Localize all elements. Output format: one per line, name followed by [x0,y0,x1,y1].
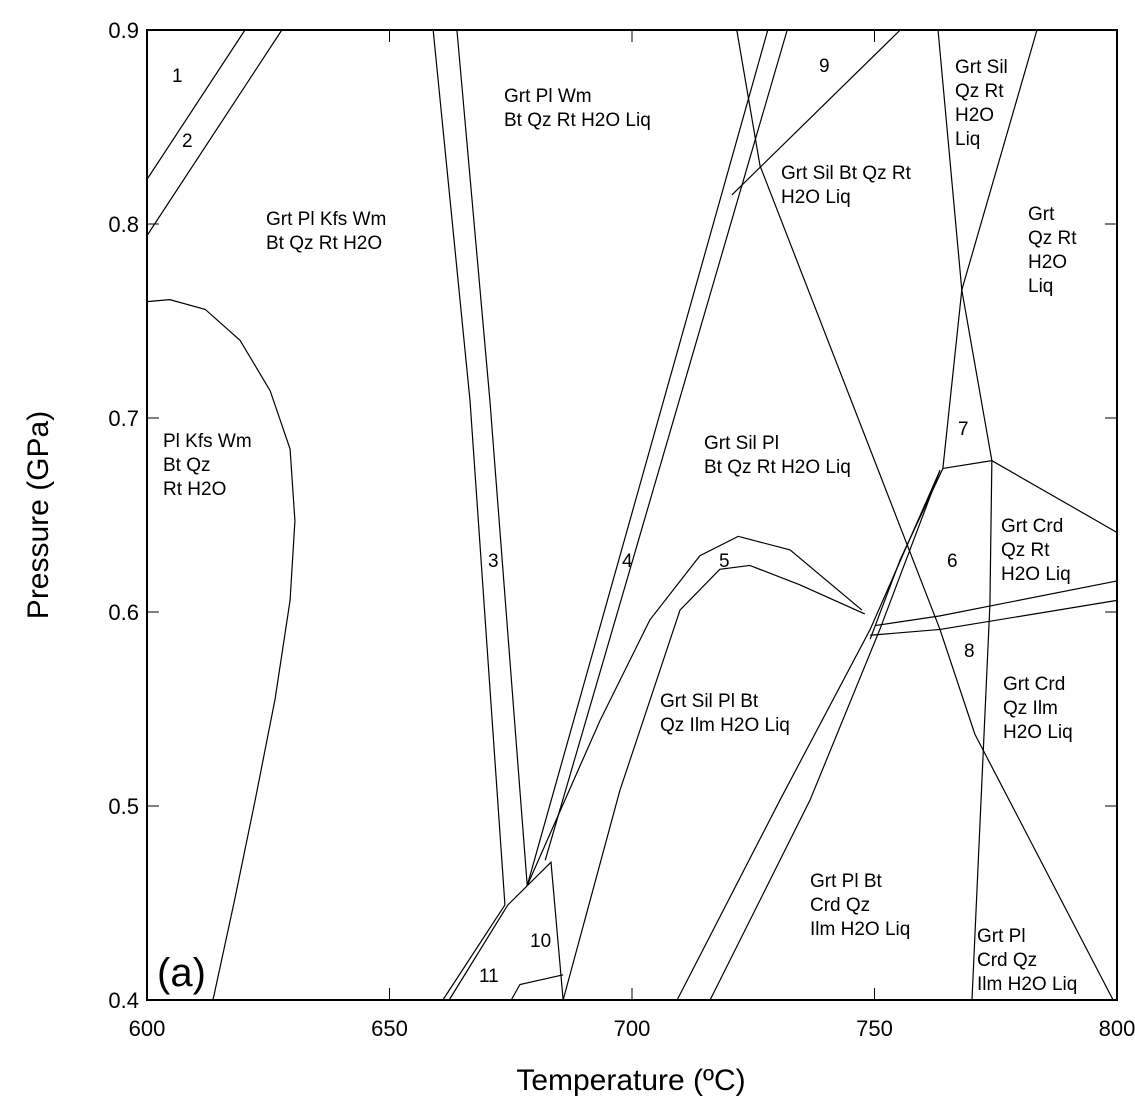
field-label: Pl Kfs Wm [163,431,252,452]
y-axis-title: Pressure (GPa) [22,411,55,619]
field-label: H2O [1028,252,1067,273]
field-label: Qz Rt [955,81,1004,102]
x-tick-label: 650 [371,1016,408,1041]
field-label: 1 [172,66,183,87]
field-label: Grt Pl Wm [504,86,592,107]
phase-boundary [870,599,1118,636]
field-label: Grt Sil Pl [704,433,779,454]
phase-boundary [709,470,941,1001]
phase-boundary [869,29,963,640]
field-label: Liq [955,129,980,150]
field-label: Qz Ilm H2O Liq [660,715,790,736]
phase-boundary [510,974,564,1001]
field-label: Bt Qz [163,455,211,476]
field-label: Crd Qz [977,950,1037,971]
field-label: Bt Qz Rt H2O [266,233,382,254]
phase-boundary [526,29,769,886]
field-label: H2O [955,105,994,126]
field-label: 10 [530,931,551,952]
field-label: Qz Rt [1028,228,1077,249]
field-label: Qz Ilm [1003,698,1058,719]
phase-boundary [456,29,528,886]
field-label: H2O Liq [1001,564,1071,585]
field-label: H2O Liq [781,187,851,208]
field-label: Bt Qz Rt H2O Liq [504,110,651,131]
x-tick-label: 800 [1099,1016,1135,1041]
phase-boundary [448,904,509,1001]
field-label: Grt Sil [955,57,1008,78]
y-tick-label: 0.7 [108,406,139,431]
field-label: Grt Crd [1003,674,1065,695]
phase-boundary [676,470,941,1001]
field-label: H2O Liq [1003,722,1073,743]
phase-boundary [146,299,296,1001]
phase-boundary [146,29,283,236]
field-label: Grt Sil Pl Bt [660,691,759,712]
y-tick-label: 0.8 [108,212,139,237]
field-label: Grt Pl [977,926,1026,947]
field-label: 11 [479,966,499,987]
field-label: 6 [947,551,958,572]
y-tick-label: 0.4 [108,988,139,1013]
field-label: 7 [958,419,969,440]
field-label: Crd Qz [810,895,870,916]
x-tick-label: 750 [856,1016,893,1041]
x-tick-label: 700 [614,1016,651,1041]
field-label: Grt Pl Kfs Wm [266,209,386,230]
phase-boundary [507,860,564,1001]
x-axis-title: Temperature (ºC) [516,1064,745,1097]
field-label: Grt Pl Bt [810,871,883,892]
field-label: Qz Rt [1001,540,1050,561]
panel-label: (a) [157,951,206,995]
field-label: 4 [622,551,633,572]
field-label: Rt H2O [163,479,226,500]
field-label: 2 [182,131,193,152]
phase-boundary [562,564,866,1001]
x-tick-label: 600 [129,1016,166,1041]
phase-boundary [146,29,246,180]
phase-boundary [942,460,1118,533]
phase-boundary [961,29,1038,1001]
field-label: Grt Sil Bt Qz Rt [781,163,912,184]
field-label: Bt Qz Rt H2O Liq [704,457,851,478]
field-label: Grt [1028,204,1055,225]
phase-boundary [432,29,506,905]
field-label: 9 [819,56,830,77]
y-tick-label: 0.5 [108,794,139,819]
phase-boundary [442,904,506,1001]
phase-boundary [874,580,1118,627]
field-label: 8 [964,641,975,662]
field-label: Liq [1028,276,1053,297]
phase-boundary [544,29,788,861]
phase-boundary [736,29,1114,1001]
phase-boundary [731,29,901,196]
y-tick-label: 0.9 [108,18,139,43]
field-label: Ilm H2O Liq [977,974,1077,995]
phase-boundary [526,535,863,886]
field-label: Ilm H2O Liq [810,919,910,940]
field-label: 3 [488,551,499,572]
y-tick-label: 0.6 [108,600,139,625]
field-label: Grt Crd [1001,516,1063,537]
field-label: 5 [719,551,730,572]
